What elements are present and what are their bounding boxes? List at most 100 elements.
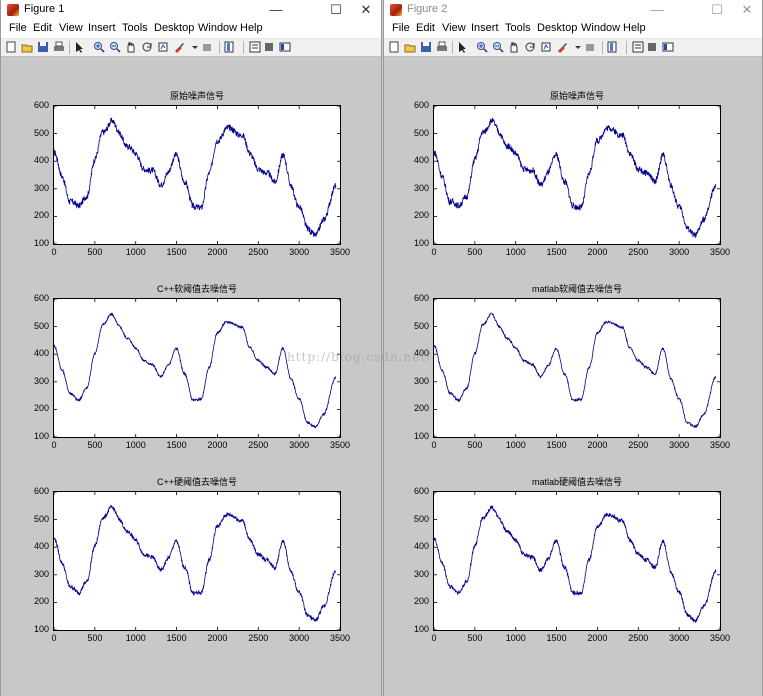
menu-file[interactable]: File	[392, 22, 410, 34]
y-tick-label: 600	[413, 486, 429, 496]
print-icon[interactable]	[53, 41, 65, 53]
signal-line	[54, 504, 336, 622]
zoom-in-icon[interactable]	[93, 41, 105, 53]
menu-tools[interactable]: Tools	[505, 22, 531, 34]
y-tick-label: 400	[413, 155, 429, 166]
x-tick-label: 0	[431, 247, 437, 257]
y-tick-label: 500	[33, 513, 49, 524]
open-file-icon[interactable]	[21, 41, 33, 53]
colorbar-icon[interactable]	[606, 41, 618, 53]
show-plot-tools-icon[interactable]	[662, 41, 674, 53]
x-tick-label: 1000	[505, 633, 526, 643]
menu-view[interactable]: View	[442, 22, 466, 34]
show-plot-tools-icon[interactable]	[279, 41, 291, 53]
brush-dropdown-icon[interactable]	[189, 41, 201, 53]
x-tick-label: 500	[467, 247, 483, 257]
save-icon[interactable]	[37, 41, 49, 53]
x-tick-label: 500	[87, 633, 103, 643]
colorbar-icon[interactable]	[223, 41, 235, 53]
menu-insert[interactable]: Insert	[88, 22, 116, 34]
menu-window[interactable]: Window	[198, 22, 238, 34]
rotate-3d-icon[interactable]	[141, 41, 153, 53]
matlab-icon	[7, 4, 19, 16]
toolbar-separator	[69, 41, 70, 54]
zoom-out-icon[interactable]	[492, 41, 504, 53]
window-title: Figure 1	[24, 3, 65, 15]
y-tick-label: 400	[33, 541, 49, 552]
maximize-button[interactable]: ☐	[711, 2, 723, 17]
menu-edit[interactable]: Edit	[416, 22, 435, 34]
hide-plot-tools-icon[interactable]	[263, 41, 275, 53]
menu-tools[interactable]: Tools	[122, 22, 148, 34]
minimize-button[interactable]: —	[269, 2, 283, 17]
zoom-in-icon[interactable]	[476, 41, 488, 53]
rotate-3d-icon[interactable]	[524, 41, 536, 53]
y-tick-label: 600	[33, 486, 49, 496]
y-tick-label: 400	[33, 155, 49, 166]
minimize-button[interactable]: —	[650, 2, 664, 17]
plot-axes[interactable]	[53, 491, 341, 631]
maximize-button[interactable]: ☐	[330, 2, 342, 17]
zoom-out-icon[interactable]	[109, 41, 121, 53]
pan-icon[interactable]	[125, 41, 137, 53]
title-bar[interactable]: Figure 1 — ☐ ✕	[1, 0, 381, 20]
legend-icon[interactable]	[249, 41, 261, 53]
plot-axes[interactable]	[53, 298, 341, 438]
menu-insert[interactable]: Insert	[471, 22, 499, 34]
edit-plot-icon[interactable]	[457, 41, 469, 53]
x-tick-label: 3500	[329, 440, 351, 450]
print-icon[interactable]	[436, 41, 448, 53]
open-file-icon[interactable]	[404, 41, 416, 53]
x-tick-label: 2500	[628, 633, 649, 643]
x-tick-label: 1000	[505, 247, 526, 257]
title-bar[interactable]: Figure 2 — ☐ ✕	[384, 0, 762, 20]
save-icon[interactable]	[420, 41, 432, 53]
data-cursor-icon[interactable]	[157, 41, 169, 53]
x-tick-label: 2000	[207, 633, 228, 643]
x-tick-label: 2000	[587, 440, 608, 450]
menu-help[interactable]: Help	[623, 22, 646, 34]
plot-axes[interactable]	[433, 105, 721, 245]
close-button[interactable]: ✕	[360, 2, 372, 17]
brush-icon[interactable]	[556, 41, 568, 53]
x-tick-label: 2000	[207, 440, 228, 450]
menu-file[interactable]: File	[9, 22, 27, 34]
menu-window[interactable]: Window	[581, 22, 621, 34]
plot-svg	[54, 106, 340, 244]
brush-dropdown-icon[interactable]	[572, 41, 584, 53]
hide-plot-tools-icon[interactable]	[646, 41, 658, 53]
new-figure-icon[interactable]	[388, 41, 400, 53]
plot-svg	[434, 492, 720, 630]
y-tick-label: 400	[413, 348, 429, 359]
link-plot-icon[interactable]	[584, 41, 596, 53]
y-tick-label: 600	[413, 100, 429, 110]
edit-plot-icon[interactable]	[74, 41, 86, 53]
data-cursor-icon[interactable]	[540, 41, 552, 53]
close-button[interactable]: ✕	[741, 2, 753, 17]
plot-axes[interactable]	[433, 298, 721, 438]
plot-axes[interactable]	[53, 105, 341, 245]
y-tick-label: 500	[413, 320, 429, 331]
menu-desktop[interactable]: Desktop	[154, 22, 195, 34]
link-plot-icon[interactable]	[201, 41, 213, 53]
menu-help[interactable]: Help	[240, 22, 263, 34]
plot-axes[interactable]	[433, 491, 721, 631]
x-tick-label: 3000	[289, 633, 310, 643]
menu-edit[interactable]: Edit	[33, 22, 52, 34]
brush-icon[interactable]	[173, 41, 185, 53]
x-tick-label: 3500	[709, 633, 731, 643]
new-figure-icon[interactable]	[5, 41, 17, 53]
pan-icon[interactable]	[508, 41, 520, 53]
signal-line	[434, 117, 717, 239]
y-tick-label: 400	[33, 348, 49, 359]
menu-desktop[interactable]: Desktop	[537, 22, 578, 34]
menu-view[interactable]: View	[59, 22, 83, 34]
x-tick-label: 3000	[289, 247, 310, 257]
legend-icon[interactable]	[632, 41, 644, 53]
figure-canvas: 原始噪声信号 600 500 400 300 200 100 0 500 1000 1500 2000…	[1, 58, 381, 696]
x-tick-label: 500	[467, 633, 483, 643]
plot-title: 原始噪声信号	[549, 91, 604, 101]
watermark-text: http://blog.csdn.net/	[287, 350, 432, 364]
toolbar-separator	[626, 41, 627, 54]
y-tick-label: 100	[33, 624, 49, 634]
